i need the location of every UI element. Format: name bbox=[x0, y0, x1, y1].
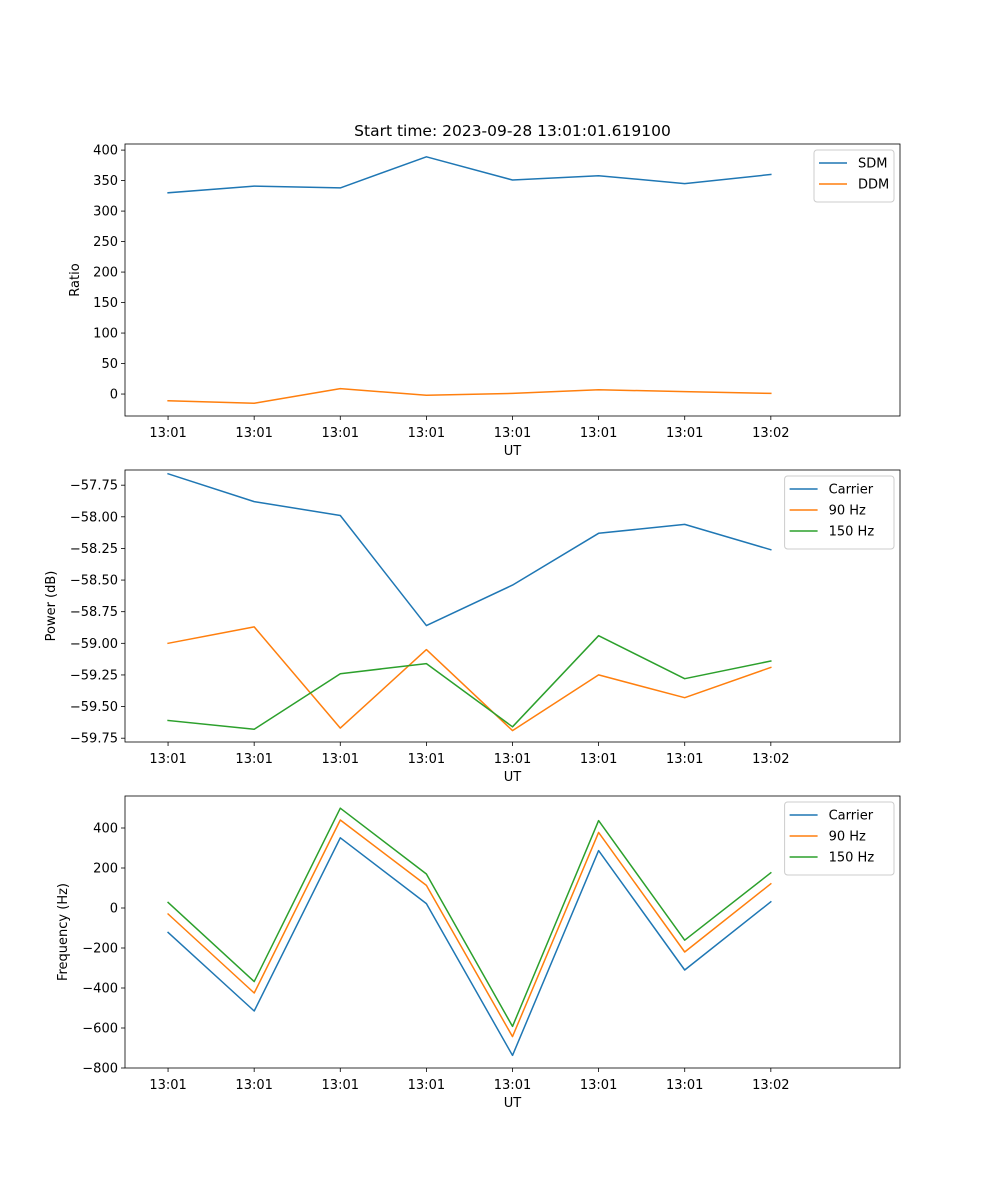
chart-panel-1: Start time: 2023-09-28 13:01:01.619100 13… bbox=[68, 122, 901, 459]
x-tick-label: 13:01 bbox=[666, 752, 703, 767]
y-tick-label: −58.50 bbox=[70, 574, 118, 589]
x-axis-label: UT bbox=[504, 444, 522, 459]
y-tick-label: −59.50 bbox=[70, 700, 118, 715]
y-tick-label: 300 bbox=[93, 205, 118, 220]
x-tick-label: 13:01 bbox=[666, 1078, 703, 1093]
y-tick-label: 200 bbox=[93, 266, 118, 281]
x-tick-label: 13:01 bbox=[149, 752, 186, 767]
legend-label: DDM bbox=[858, 178, 889, 193]
y-tick-label: 350 bbox=[93, 174, 118, 189]
y-tick-label: 50 bbox=[101, 357, 118, 372]
y-tick-label: −800 bbox=[82, 1062, 118, 1077]
y-tick-label: −59.75 bbox=[70, 732, 118, 747]
y-tick-label: 150 bbox=[93, 296, 118, 311]
legend: Carrier 90 Hz 150 Hz bbox=[784, 475, 895, 550]
x-tick-label: 13:01 bbox=[408, 426, 445, 441]
y-tick-label: 0 bbox=[110, 902, 118, 917]
y-tick-label: −600 bbox=[82, 1022, 118, 1037]
axes-frame bbox=[124, 795, 901, 1069]
legend: Carrier 90 Hz 150 Hz bbox=[784, 801, 895, 876]
x-tick-label: 13:01 bbox=[408, 752, 445, 767]
x-tick-label: 13:01 bbox=[322, 426, 359, 441]
y-tick-label: 400 bbox=[93, 822, 118, 837]
y-axis-label: Ratio bbox=[68, 263, 83, 296]
legend: SDM DDM bbox=[813, 149, 895, 203]
series-line-ddm bbox=[167, 387, 772, 404]
x-tick-label: 13:01 bbox=[580, 426, 617, 441]
y-tick-label: −200 bbox=[82, 942, 118, 957]
legend-label: SDM bbox=[858, 157, 887, 172]
x-axis-label: UT bbox=[504, 770, 522, 785]
series-line-90-hz bbox=[167, 626, 772, 732]
y-tick-label: 0 bbox=[110, 388, 118, 403]
series-line-carrier bbox=[167, 837, 772, 1057]
axes-frame bbox=[124, 143, 901, 417]
series-line-sdm bbox=[167, 156, 772, 194]
x-tick-label: 13:01 bbox=[408, 1078, 445, 1093]
x-tick-label: 13:02 bbox=[752, 1078, 789, 1093]
chart-title: Start time: 2023-09-28 13:01:01.619100 bbox=[354, 122, 671, 140]
series-line-90-hz bbox=[167, 819, 772, 1038]
legend-label: 150 Hz bbox=[829, 525, 875, 540]
y-tick-label: −57.75 bbox=[70, 479, 118, 494]
x-axis-label: UT bbox=[504, 1096, 522, 1111]
y-tick-label: 100 bbox=[93, 327, 118, 342]
x-tick-label: 13:01 bbox=[494, 426, 531, 441]
y-axis-label: Frequency (Hz) bbox=[56, 883, 71, 981]
y-tick-label: −400 bbox=[82, 982, 118, 997]
y-tick-label: −59.00 bbox=[70, 637, 118, 652]
chart-panel-3: 13:01 13:01 13:01 13:01 13:01 13:01 13:01 13:02… bbox=[56, 795, 901, 1111]
x-tick-label: 13:01 bbox=[149, 426, 186, 441]
x-tick-label: 13:01 bbox=[580, 752, 617, 767]
y-axis-label: Power (dB) bbox=[44, 571, 59, 642]
y-tick-label: −58.25 bbox=[70, 542, 118, 557]
series-line-150-hz bbox=[167, 807, 772, 1028]
y-tick-label: −58.00 bbox=[70, 510, 118, 525]
x-tick-label: 13:01 bbox=[322, 752, 359, 767]
legend-label: 150 Hz bbox=[829, 851, 875, 866]
x-tick-label: 13:01 bbox=[235, 1078, 272, 1093]
y-tick-label: 400 bbox=[93, 144, 118, 159]
series-line-150-hz bbox=[167, 634, 772, 731]
series-line-carrier bbox=[167, 472, 772, 627]
x-tick-label: 13:01 bbox=[322, 1078, 359, 1093]
x-tick-label: 13:01 bbox=[580, 1078, 617, 1093]
x-tick-label: 13:01 bbox=[494, 752, 531, 767]
y-tick-label: −59.25 bbox=[70, 668, 118, 683]
x-tick-label: 13:01 bbox=[666, 426, 703, 441]
legend-label: 90 Hz bbox=[829, 830, 866, 845]
legend-label: 90 Hz bbox=[829, 504, 866, 519]
x-tick-label: 13:01 bbox=[494, 1078, 531, 1093]
y-tick-label: 250 bbox=[93, 235, 118, 250]
y-tick-label: 200 bbox=[93, 862, 118, 877]
x-tick-label: 13:02 bbox=[752, 426, 789, 441]
x-tick-label: 13:01 bbox=[235, 752, 272, 767]
chart-panel-2: 13:01 13:01 13:01 13:01 13:01 13:01 13:01 13:02… bbox=[44, 469, 901, 785]
y-tick-label: −58.75 bbox=[70, 605, 118, 620]
x-tick-label: 13:01 bbox=[149, 1078, 186, 1093]
legend-label: Carrier bbox=[829, 809, 874, 824]
legend-label: Carrier bbox=[829, 483, 874, 498]
x-tick-label: 13:02 bbox=[752, 752, 789, 767]
axes-frame bbox=[124, 469, 901, 743]
x-tick-label: 13:01 bbox=[235, 426, 272, 441]
